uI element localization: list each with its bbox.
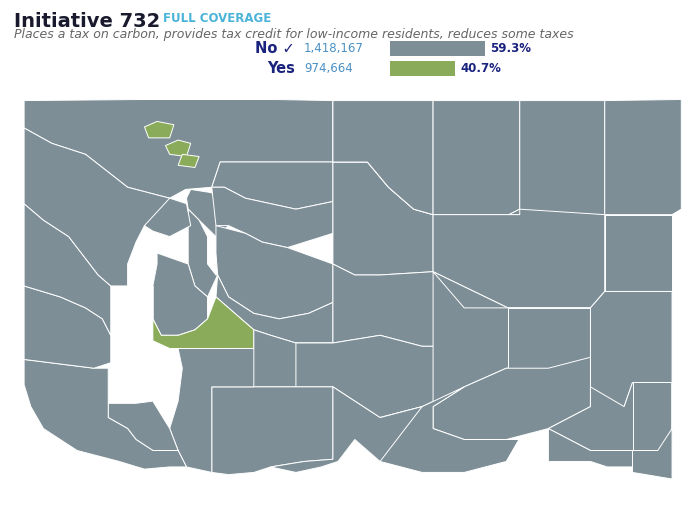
- Polygon shape: [605, 99, 681, 215]
- Polygon shape: [24, 99, 333, 198]
- Polygon shape: [178, 154, 199, 167]
- Polygon shape: [24, 204, 111, 335]
- Polygon shape: [212, 187, 333, 247]
- Polygon shape: [549, 429, 672, 467]
- Text: No ✓: No ✓: [255, 41, 295, 56]
- Polygon shape: [433, 209, 605, 308]
- Polygon shape: [355, 387, 519, 472]
- Polygon shape: [605, 215, 672, 292]
- Polygon shape: [270, 387, 422, 472]
- Polygon shape: [333, 101, 433, 215]
- Text: Yes: Yes: [267, 61, 295, 76]
- Polygon shape: [165, 140, 191, 157]
- Polygon shape: [187, 189, 229, 237]
- Polygon shape: [169, 349, 254, 472]
- Polygon shape: [188, 209, 217, 297]
- Polygon shape: [549, 382, 672, 450]
- Polygon shape: [433, 272, 590, 407]
- Polygon shape: [333, 162, 433, 275]
- Polygon shape: [212, 330, 333, 387]
- Polygon shape: [153, 253, 208, 335]
- Polygon shape: [333, 264, 508, 346]
- Polygon shape: [508, 308, 590, 387]
- Polygon shape: [24, 128, 169, 286]
- Text: 59.3%: 59.3%: [490, 42, 531, 55]
- Polygon shape: [632, 382, 672, 450]
- Polygon shape: [216, 275, 333, 343]
- Bar: [390, 61, 455, 76]
- Polygon shape: [24, 359, 187, 469]
- Polygon shape: [433, 101, 520, 215]
- Polygon shape: [128, 198, 191, 237]
- Text: 40.7%: 40.7%: [460, 62, 501, 75]
- Polygon shape: [108, 401, 178, 450]
- Text: FULL COVERAGE: FULL COVERAGE: [163, 12, 271, 25]
- Polygon shape: [632, 382, 672, 479]
- Bar: [390, 41, 485, 56]
- Polygon shape: [509, 101, 605, 215]
- Polygon shape: [24, 286, 111, 368]
- Polygon shape: [433, 357, 590, 439]
- Polygon shape: [153, 286, 254, 349]
- Polygon shape: [216, 225, 333, 319]
- Polygon shape: [144, 122, 174, 138]
- Polygon shape: [212, 387, 333, 474]
- Polygon shape: [212, 162, 333, 209]
- Text: Places a tax on carbon, provides tax credit for low-income residents, reduces so: Places a tax on carbon, provides tax cre…: [14, 28, 574, 41]
- Polygon shape: [590, 292, 672, 407]
- Text: 1,418,167: 1,418,167: [304, 42, 364, 55]
- Text: Initiative 732: Initiative 732: [14, 12, 160, 31]
- Polygon shape: [333, 101, 433, 215]
- Text: 974,664: 974,664: [304, 62, 353, 75]
- Polygon shape: [296, 308, 590, 417]
